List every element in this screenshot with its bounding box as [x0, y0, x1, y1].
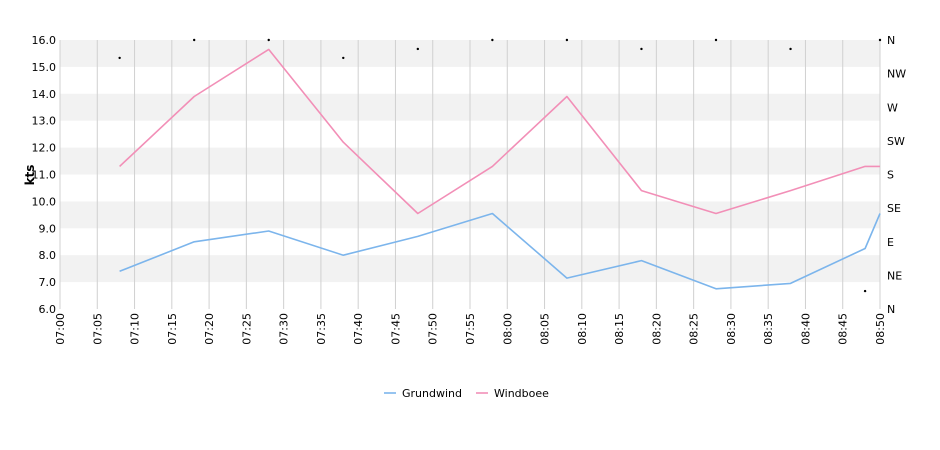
- legend-item-label: Windboee: [494, 387, 549, 400]
- x-tick-label: 07:05: [91, 313, 104, 345]
- y-axis-left: 6.0 7.0 8.0 9.0 10.0 11.0 12.0 13.0 14.0 15.0 16.0: [32, 34, 57, 316]
- x-tick-label: 08:40: [799, 313, 812, 345]
- y-tick-label: 16.0: [32, 34, 57, 47]
- direction-tick-label: S: [887, 169, 894, 182]
- x-tick-label: 08:10: [576, 313, 589, 345]
- x-tick-label: 07:40: [352, 313, 365, 345]
- x-tick-label: 07:50: [427, 313, 440, 345]
- x-tick-label: 08:15: [613, 313, 626, 345]
- direction-point: [863, 289, 867, 293]
- y-tick-label: 10.0: [32, 195, 57, 208]
- direction-point: [267, 38, 270, 42]
- x-tick-label: 07:25: [240, 313, 253, 345]
- y-tick-label: 6.0: [39, 303, 57, 316]
- direction-points: [118, 38, 882, 293]
- direction-point: [416, 47, 420, 51]
- direction-tick-label: NE: [887, 269, 902, 282]
- x-tick-label: 08:05: [539, 313, 552, 345]
- x-tick-label: 07:45: [389, 313, 402, 345]
- direction-point: [878, 38, 882, 42]
- y-axis-right-direction: N NE E SE S SW W NW N: [887, 34, 906, 316]
- y-tick-label: 13.0: [32, 115, 57, 128]
- x-tick-label: 08:45: [837, 313, 850, 345]
- x-tick-label: 07:35: [315, 313, 328, 345]
- vertical-gridlines: [59, 40, 881, 309]
- y-tick-label: 9.0: [39, 222, 57, 235]
- x-axis: 07:00 07:05 07:10 07:15 07:20 07:25 07:30 07:35…: [54, 313, 887, 345]
- series-line-windboee: [119, 48, 880, 215]
- direction-point: [565, 38, 569, 42]
- direction-point: [342, 56, 345, 60]
- y-tick-label: 15.0: [32, 61, 57, 74]
- x-tick-label: 07:55: [464, 313, 477, 345]
- direction-point: [640, 47, 643, 51]
- x-tick-label: 08:30: [725, 313, 738, 345]
- direction-tick-label: NW: [887, 68, 906, 81]
- direction-point: [118, 56, 121, 60]
- x-tick-label: 08:50: [874, 313, 887, 345]
- direction-tick-label: E: [887, 236, 894, 249]
- x-tick-label: 08:35: [762, 313, 775, 345]
- direction-tick-label: W: [887, 101, 898, 114]
- x-tick-label: 08:20: [650, 313, 663, 345]
- y-tick-label: 12.0: [32, 142, 57, 155]
- legend-item-label: Grundwind: [402, 387, 462, 400]
- direction-point: [192, 38, 196, 42]
- direction-point: [491, 38, 494, 42]
- x-tick-label: 07:15: [166, 313, 179, 345]
- x-tick-label: 08:25: [688, 313, 701, 345]
- x-tick-label: 07:20: [203, 313, 216, 345]
- x-tick-label: 07:10: [129, 313, 142, 345]
- x-tick-label: 07:00: [54, 313, 67, 345]
- y-tick-label: 7.0: [39, 276, 57, 289]
- direction-tick-label: SW: [887, 135, 905, 148]
- legend[interactable]: Grundwind Windboee: [384, 387, 549, 400]
- x-tick-label: 08:00: [501, 313, 514, 345]
- series-lines: [119, 48, 881, 290]
- direction-point: [714, 38, 718, 42]
- direction-tick-label: N: [887, 303, 895, 316]
- y-tick-label: 8.0: [39, 249, 57, 262]
- series-line-grundwind: [119, 212, 881, 290]
- direction-tick-label: SE: [887, 202, 901, 215]
- direction-point: [789, 47, 792, 51]
- direction-tick-label: N: [887, 34, 895, 47]
- y-tick-label: 11.0: [32, 169, 57, 182]
- x-tick-label: 07:30: [278, 313, 291, 345]
- y-tick-label: 14.0: [32, 88, 57, 101]
- y-axis-title: kts: [23, 165, 37, 186]
